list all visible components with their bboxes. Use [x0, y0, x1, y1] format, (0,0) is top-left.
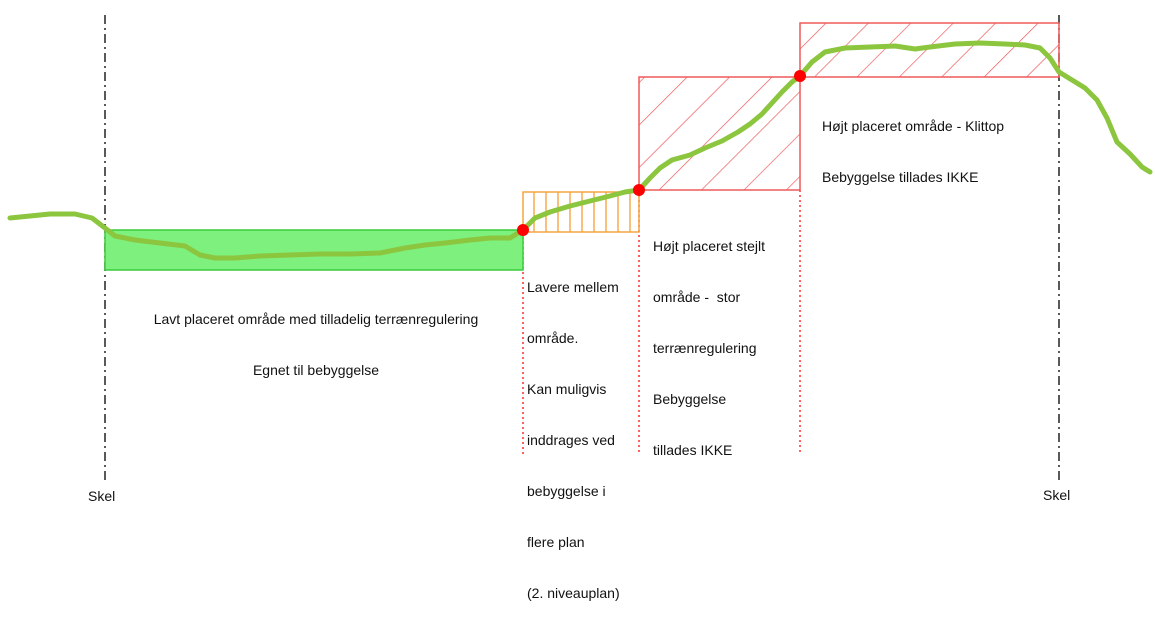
steep-zone-caption: Højt placeret stejlt område - stor terræ…	[653, 204, 765, 493]
middle-zone-caption-line: Lavere mellem	[527, 279, 619, 295]
top-zone-caption: Højt placeret område - Klittop Bebyggels…	[822, 84, 1004, 220]
boundary-label-left: Skel	[88, 488, 116, 504]
top-zone-caption-line: Højt placeret område - Klittop	[822, 118, 1005, 134]
middle-zone-caption: Lavere mellem område. Kan muligvis inddr…	[527, 245, 620, 636]
middle-zone-caption-line: (2. niveauplan)	[527, 585, 620, 601]
transition-point-3	[794, 70, 806, 82]
steep-zone-caption-line: Bebyggelse	[653, 391, 727, 407]
diagram-canvas	[7, 15, 1153, 480]
middle-zone-caption-line: inddrages ved	[527, 432, 615, 448]
steep-zone-caption-line: Højt placeret stejlt	[653, 238, 766, 254]
transition-point-1	[517, 224, 529, 236]
steep-zone-area	[638, 76, 801, 191]
steep-zone-caption-line: område - stor	[653, 289, 741, 305]
low-zone-caption: Lavt placeret område med tilladelig terr…	[108, 277, 524, 413]
low-zone-caption-line: Lavt placeret område med tilladelig terr…	[153, 311, 479, 327]
middle-zone-caption-line: område.	[527, 330, 579, 346]
steep-zone-caption-line: tillades IKKE	[653, 442, 733, 458]
low-zone-area	[104, 229, 524, 271]
low-zone-caption-line: Egnet til bebyggelse	[252, 362, 380, 378]
boundary-label-right: Skel	[1043, 487, 1071, 503]
steep-zone-caption-line: terrænregulering	[653, 340, 757, 356]
middle-zone-caption-line: flere plan	[527, 534, 585, 550]
middle-zone-area	[522, 191, 640, 233]
middle-zone-caption-line: bebyggelse i	[527, 483, 606, 499]
terrain-profile-diagram: Skel Skel Lavt placeret område med tilla…	[7, 15, 1153, 601]
middle-zone-caption-line: Kan muligvis	[527, 381, 607, 397]
top-zone-caption-line: Bebyggelse tillades IKKE	[822, 169, 979, 185]
transition-point-2	[633, 184, 645, 196]
terrain-profile-line	[7, 40, 1153, 261]
